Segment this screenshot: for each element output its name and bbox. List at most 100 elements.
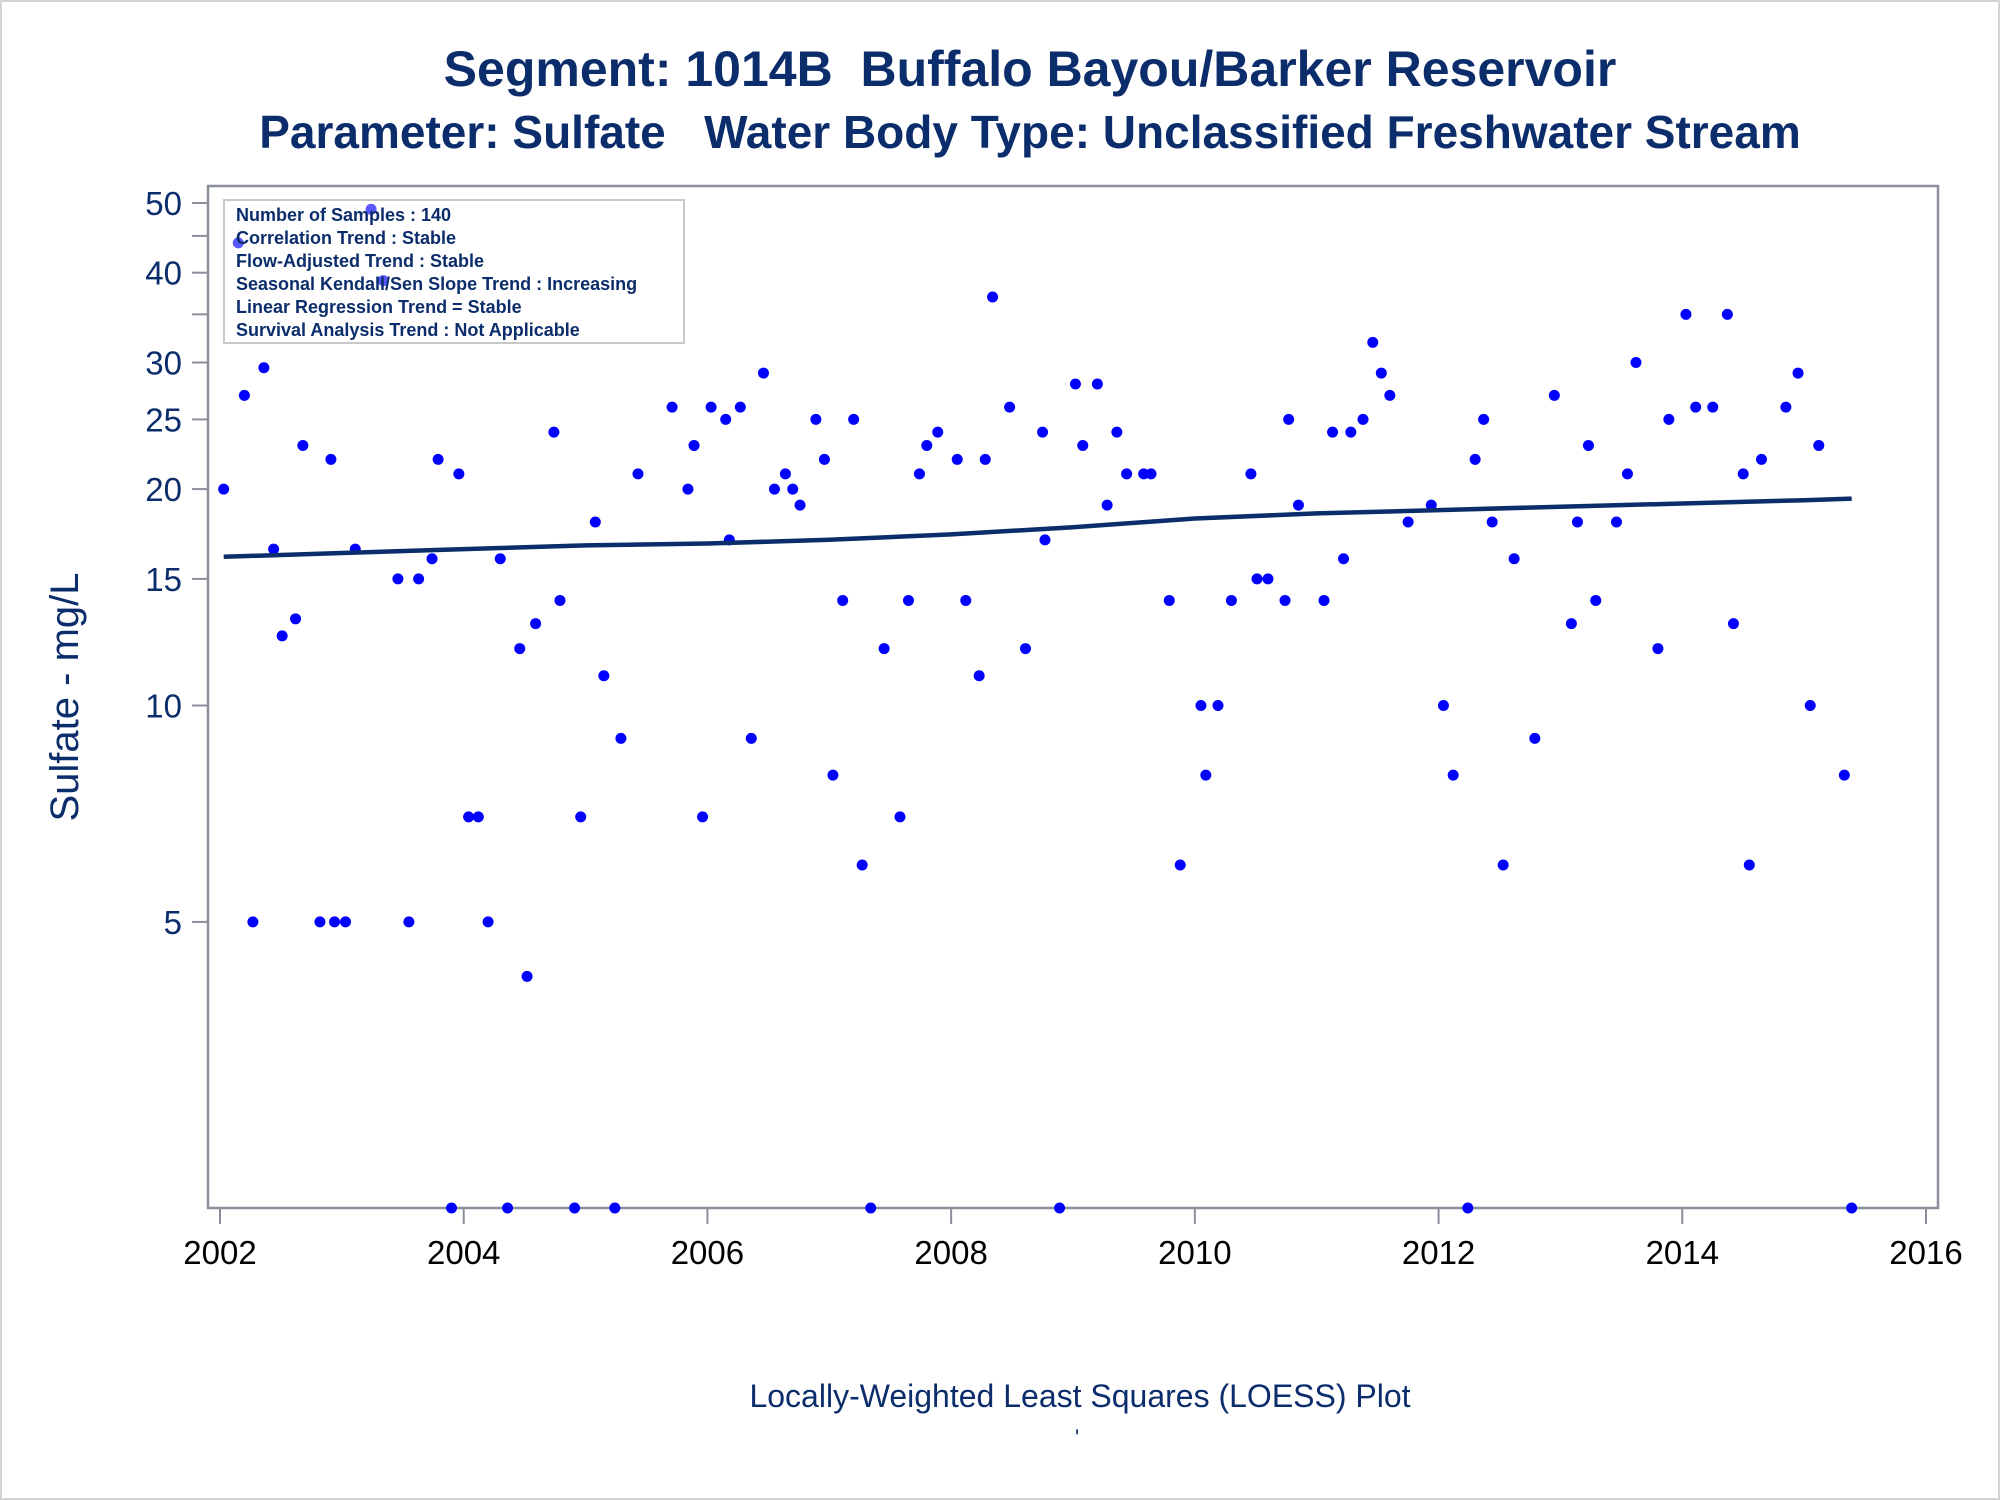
data-point: [894, 811, 906, 823]
data-point: [575, 811, 587, 823]
data-point: [1565, 618, 1577, 630]
info-box-line: Correlation Trend : Stable: [236, 228, 456, 248]
y-tick-label: 30: [145, 344, 182, 381]
data-point: [794, 499, 806, 511]
data-point: [365, 203, 377, 215]
data-point: [1804, 700, 1816, 711]
data-point: [1200, 769, 1212, 781]
data-point: [453, 468, 465, 480]
x-tick-label: 2008: [914, 1234, 987, 1271]
data-point: [530, 618, 542, 630]
y-tick-label: 50: [145, 185, 182, 222]
data-point: [697, 811, 709, 823]
data-point: [297, 439, 309, 451]
data-point: [569, 1202, 581, 1214]
data-point: [432, 453, 444, 465]
data-point: [1425, 499, 1437, 511]
data-point: [1145, 468, 1157, 480]
data-point: [521, 970, 533, 982]
data-point: [1121, 468, 1133, 480]
data-point: [403, 916, 415, 928]
data-point: [1375, 367, 1387, 379]
data-point: [1245, 468, 1257, 480]
data-point: [1680, 308, 1692, 320]
data-point: [1111, 426, 1123, 438]
data-point: [1091, 378, 1103, 390]
data-point: [818, 453, 830, 465]
data-point: [554, 594, 566, 606]
info-box-line: Survival Analysis Trend : Not Applicable: [236, 320, 580, 340]
data-point: [472, 811, 484, 823]
data-point: [482, 916, 494, 928]
data-point: [1590, 594, 1602, 606]
data-point: [1548, 389, 1560, 401]
x-tick-label: 2010: [1158, 1234, 1231, 1271]
data-point: [666, 401, 678, 413]
data-point: [1780, 401, 1792, 413]
chart-title: Segment: 1014B Buffalo Bayou/Barker Rese…: [443, 41, 1617, 97]
data-point: [1225, 594, 1237, 606]
data-point: [276, 630, 288, 642]
data-point: [1838, 769, 1850, 781]
x-tick-label: 2016: [1889, 1234, 1962, 1271]
data-point: [1318, 594, 1330, 606]
data-point: [1101, 499, 1113, 511]
info-box-line: Flow-Adjusted Trend : Stable: [236, 251, 484, 271]
data-point: [1069, 378, 1081, 390]
data-point: [1727, 618, 1739, 630]
y-tick-label: 40: [145, 255, 182, 292]
data-point: [1004, 401, 1016, 413]
data-point: [232, 237, 244, 249]
data-point: [951, 453, 963, 465]
data-point: [1571, 516, 1583, 528]
data-point: [1469, 453, 1481, 465]
data-point: [1283, 413, 1295, 425]
data-point: [609, 1202, 621, 1214]
data-point: [340, 916, 352, 928]
info-box-line: Seasonal Kendall/Sen Slope Trend : Incre…: [236, 274, 637, 294]
data-point: [856, 859, 868, 871]
data-point: [1019, 643, 1031, 655]
data-point: [1327, 426, 1339, 438]
data-point: [1251, 573, 1263, 585]
x-tick-label: 2004: [427, 1234, 500, 1271]
y-tick-label: 15: [145, 561, 182, 598]
x-tick-label: 2006: [671, 1234, 744, 1271]
data-point: [1663, 413, 1675, 425]
data-point: [1652, 643, 1664, 655]
data-point: [290, 613, 302, 625]
data-point: [1621, 468, 1633, 480]
data-point: [1338, 553, 1350, 565]
data-point: [787, 483, 799, 495]
x-tick-label: 2002: [183, 1234, 256, 1271]
data-point: [745, 732, 757, 744]
data-point: [392, 573, 404, 585]
loess-line: [223, 496, 1852, 560]
x-tick-label: 2012: [1402, 1234, 1475, 1271]
data-point: [973, 670, 985, 682]
data-point: [1529, 732, 1541, 744]
data-point: [1039, 534, 1051, 546]
data-point: [247, 916, 259, 928]
data-point: [514, 643, 526, 655]
footnote-mark: ': [1075, 1425, 1080, 1450]
info-box-line: Linear Regression Trend = Stable: [236, 297, 522, 317]
y-tick-label: 10: [145, 688, 182, 725]
data-point: [314, 916, 326, 928]
data-point: [1792, 367, 1804, 379]
data-point: [1755, 453, 1767, 465]
data-point: [377, 275, 389, 287]
data-point: [1486, 516, 1498, 528]
data-point: [329, 916, 341, 928]
data-point: [426, 553, 438, 565]
data-point: [1212, 700, 1224, 711]
data-point: [987, 291, 999, 303]
data-point: [1174, 859, 1186, 871]
data-point: [589, 516, 601, 528]
data-point: [705, 401, 717, 413]
data-point: [913, 468, 925, 480]
data-point: [1077, 439, 1089, 451]
data-point: [1163, 594, 1175, 606]
data-point: [865, 1202, 877, 1214]
